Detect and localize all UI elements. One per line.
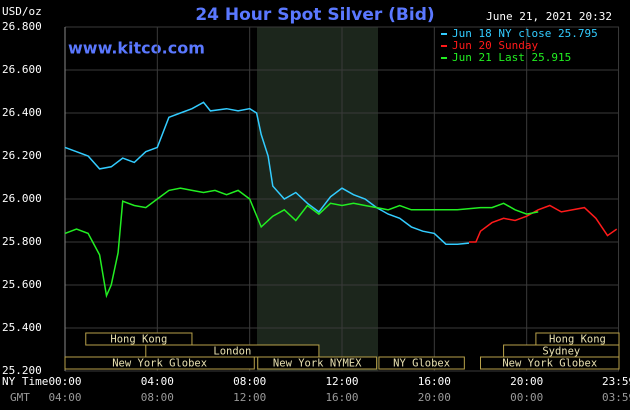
session-label: Hong Kong: [549, 334, 606, 346]
legend-label: Jun 20 Sunday: [452, 39, 538, 52]
y-tick-label: 25.200: [2, 364, 42, 377]
site-label: www.kitco.com: [68, 39, 205, 58]
session-bar: [85, 332, 193, 346]
x-tick-label: 16:00: [418, 375, 451, 388]
session-label: NY Globex: [393, 358, 450, 370]
gmt-label: GMT: [10, 391, 30, 404]
x-tick-label: 00:00: [48, 375, 81, 388]
series-line: [64, 101, 470, 245]
legend-label: Jun 18 NY close 25.795: [452, 27, 598, 40]
session-label: New York Globex: [502, 358, 597, 370]
y-tick-label: 25.800: [2, 235, 42, 248]
y-tick-label: 26.800: [2, 20, 42, 33]
gmt-tick-label: 03:59: [602, 391, 630, 404]
session-bar: [64, 356, 255, 370]
session-bar: [257, 356, 378, 370]
session-bar: [378, 356, 465, 370]
gmt-tick-label: 16:00: [325, 391, 358, 404]
session-label: New York Globex: [112, 358, 207, 370]
gmt-tick-label: 00:00: [510, 391, 543, 404]
y-tick-label: 25.600: [2, 278, 42, 291]
y-tick-label: 26.400: [2, 106, 42, 119]
gmt-tick-label: 04:00: [48, 391, 81, 404]
x-tick-label: 23:59: [602, 375, 630, 388]
session-label: Sydney: [542, 346, 580, 358]
y-axis-label: USD/oz: [2, 5, 42, 18]
session-label: Hong Kong: [110, 334, 167, 346]
gmt-tick-label: 08:00: [141, 391, 174, 404]
series-line: [469, 204, 618, 243]
timestamp: June 21, 2021 20:32: [486, 10, 612, 23]
session-bar: [480, 356, 620, 370]
session-label: New York NYMEX: [273, 358, 362, 370]
y-tick-label: 26.200: [2, 149, 42, 162]
chart-title: 24 Hour Spot Silver (Bid): [195, 5, 434, 25]
session-label: London: [213, 346, 251, 358]
x-tick-label: 04:00: [141, 375, 174, 388]
y-tick-label: 26.000: [2, 192, 42, 205]
y-tick-label: 25.400: [2, 321, 42, 334]
gmt-tick-label: 12:00: [233, 391, 266, 404]
series-line: [64, 187, 539, 299]
x-tick-label: 20:00: [510, 375, 543, 388]
ny-time-label: NY Time: [2, 375, 48, 388]
y-tick-label: 26.600: [2, 63, 42, 76]
legend-label: Jun 21 Last 25.915: [452, 51, 571, 64]
x-tick-label: 08:00: [233, 375, 266, 388]
x-tick-label: 12:00: [325, 375, 358, 388]
gmt-tick-label: 20:00: [418, 391, 451, 404]
